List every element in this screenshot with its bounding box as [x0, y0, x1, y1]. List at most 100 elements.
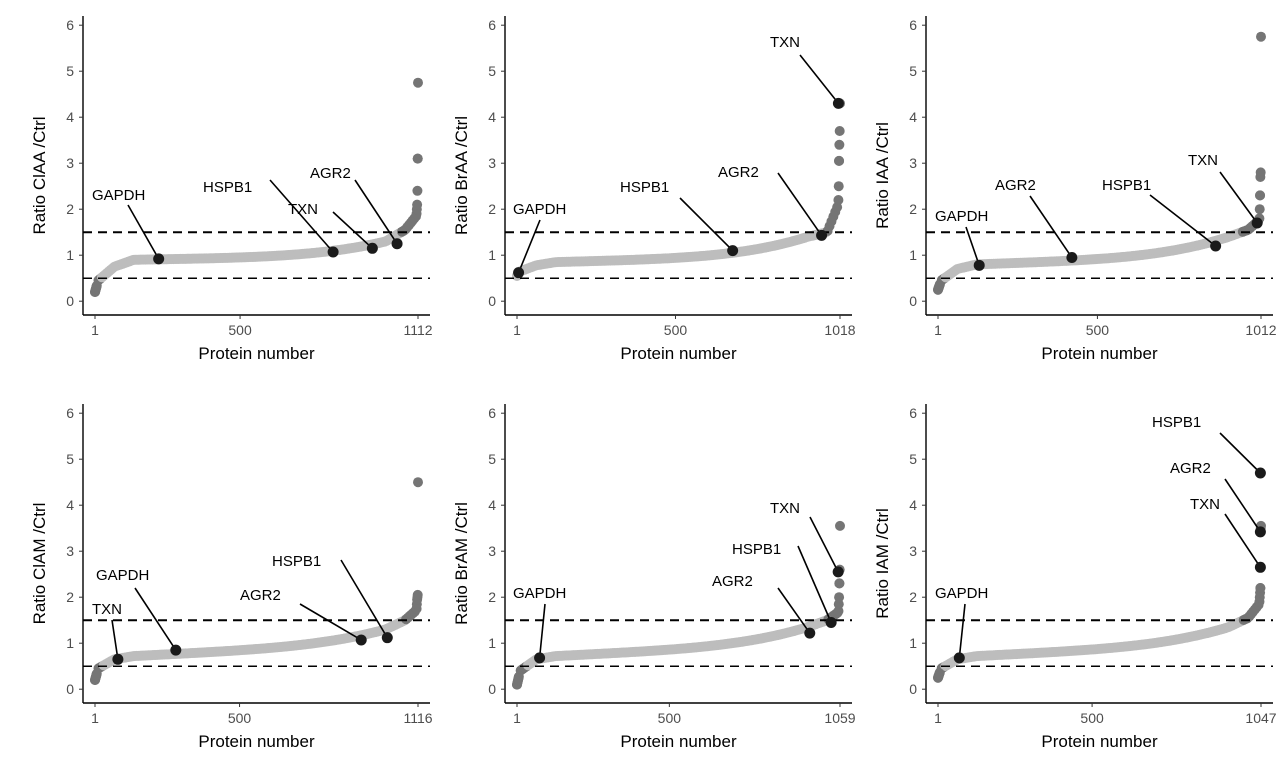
annotation-leader-line — [517, 219, 541, 273]
data-point — [834, 592, 845, 603]
y-tick-label: 4 — [488, 109, 496, 125]
y-tick-label: 3 — [66, 155, 74, 171]
x-axis-title: Protein number — [620, 344, 737, 363]
x-tick-label: 1059 — [824, 710, 855, 726]
y-tick-label: 0 — [909, 293, 917, 309]
annotation-label-hspb1: HSPB1 — [732, 541, 781, 558]
y-tick-label: 0 — [488, 293, 496, 309]
highlight-point-gapdh — [953, 652, 965, 664]
highlight-point-gapdh — [513, 267, 525, 279]
annotation-leader-line — [111, 619, 119, 660]
highlight-point-agr2 — [391, 238, 403, 250]
highlight-point-txn — [832, 97, 844, 109]
x-tick-label: 500 — [228, 710, 252, 726]
annotation-leader-line — [965, 226, 980, 266]
x-tick-label: 1 — [934, 322, 942, 338]
annotation-label-agr2: AGR2 — [1170, 460, 1211, 477]
data-point — [513, 673, 524, 684]
annotation-leader-line — [777, 587, 811, 634]
y-tick-label: 4 — [488, 497, 496, 513]
annotation-label-gapdh: GAPDH — [935, 585, 988, 602]
y-tick-label: 1 — [488, 635, 496, 651]
highlight-point-hspb1 — [727, 245, 739, 257]
y-tick-label: 6 — [66, 405, 74, 421]
data-point — [413, 477, 423, 488]
annotation-leader-line — [332, 211, 373, 249]
data-point — [834, 126, 845, 136]
y-tick-label: 4 — [66, 497, 74, 513]
data-point — [834, 155, 845, 166]
x-tick-label: 500 — [658, 710, 682, 726]
y-axis-title: Ratio IAM /Ctrl — [873, 508, 892, 619]
x-tick-label: 1 — [934, 710, 942, 726]
y-tick-label: 5 — [909, 63, 917, 79]
highlight-point-txn — [1251, 217, 1263, 229]
x-tick-label: 1018 — [824, 322, 855, 338]
annotation-label-txn: TXN — [770, 34, 800, 51]
y-tick-label: 5 — [909, 451, 917, 467]
annotation-label-agr2: AGR2 — [310, 165, 351, 182]
y-tick-label: 0 — [909, 681, 917, 697]
y-tick-label: 2 — [488, 201, 496, 217]
highlight-point-gapdh — [153, 253, 165, 265]
y-tick-label: 4 — [909, 497, 917, 513]
data-point — [835, 520, 845, 531]
data-point — [1255, 190, 1266, 201]
data-point — [834, 578, 845, 589]
x-tick-label: 1012 — [1245, 322, 1276, 338]
highlight-point-agr2 — [1254, 526, 1266, 538]
points-group — [512, 520, 845, 690]
annotation-label-hspb1: HSPB1 — [620, 179, 669, 196]
y-tick-label: 3 — [909, 543, 917, 559]
annotation-label-agr2: AGR2 — [712, 573, 753, 590]
highlight-point-agr2 — [355, 634, 367, 646]
y-tick-label: 5 — [488, 63, 496, 79]
y-tick-label: 0 — [66, 681, 74, 697]
y-tick-label: 5 — [66, 451, 74, 467]
x-tick-label: 1 — [513, 710, 521, 726]
x-tick-label: 1 — [91, 710, 99, 726]
y-axis-title: Ratio ClAM /Ctrl — [30, 503, 49, 625]
y-tick-label: 0 — [488, 681, 496, 697]
y-tick-label: 3 — [909, 155, 917, 171]
data-point — [1254, 204, 1265, 215]
annotation-label-gapdh: GAPDH — [935, 208, 988, 225]
annotation-leader-line — [1029, 195, 1073, 258]
y-tick-label: 5 — [488, 451, 496, 467]
y-tick-label: 4 — [909, 109, 917, 125]
y-axis-title: Ratio BrAA /Ctrl — [452, 116, 471, 235]
data-point — [834, 139, 845, 150]
annotation-leader-line — [1219, 432, 1261, 474]
highlight-point-hspb1 — [1210, 240, 1222, 252]
y-axis-title: Ratio BrAM /Ctrl — [452, 502, 471, 625]
highlight-point-txn — [112, 653, 124, 665]
annotation-label-txn: TXN — [92, 601, 122, 618]
y-tick-label: 0 — [66, 293, 74, 309]
annotation-leader-line — [777, 172, 823, 236]
y-tick-label: 1 — [909, 247, 917, 263]
annotation-leader-line — [538, 603, 546, 658]
data-point — [934, 280, 945, 291]
y-tick-label: 1 — [488, 247, 496, 263]
highlight-point-agr2 — [816, 229, 828, 241]
points-group — [512, 98, 845, 281]
annotation-leader-line — [1149, 194, 1217, 247]
y-tick-label: 5 — [66, 63, 74, 79]
annotation-leader-line — [134, 587, 177, 651]
x-tick-label: 1 — [91, 322, 99, 338]
annotation-label-agr2: AGR2 — [718, 164, 759, 181]
annotation-leader-line — [958, 603, 966, 659]
annotation-leader-line — [1219, 171, 1258, 224]
data-point — [91, 669, 102, 680]
x-tick-label: 500 — [664, 322, 688, 338]
panel-2: 0 1 2 3 4 5 6 1 500 1018 Protein number Ratio BrAA … — [452, 16, 856, 363]
annotation-leader-line — [354, 179, 398, 245]
x-axis-title: Protein number — [198, 344, 315, 363]
highlight-point-gapdh — [973, 259, 985, 271]
annotation-label-txn: TXN — [770, 500, 800, 517]
annotation-label-hspb1: HSPB1 — [272, 553, 321, 570]
highlight-point-agr2 — [1066, 252, 1078, 263]
annotation-leader-line — [340, 559, 388, 639]
panel-4: 0 1 2 3 4 5 6 1 500 1116 Protein number Ratio ClAM … — [30, 404, 433, 751]
panel-5: 0 1 2 3 4 5 6 1 500 1059 Protein number Ratio BrAM … — [452, 404, 856, 751]
